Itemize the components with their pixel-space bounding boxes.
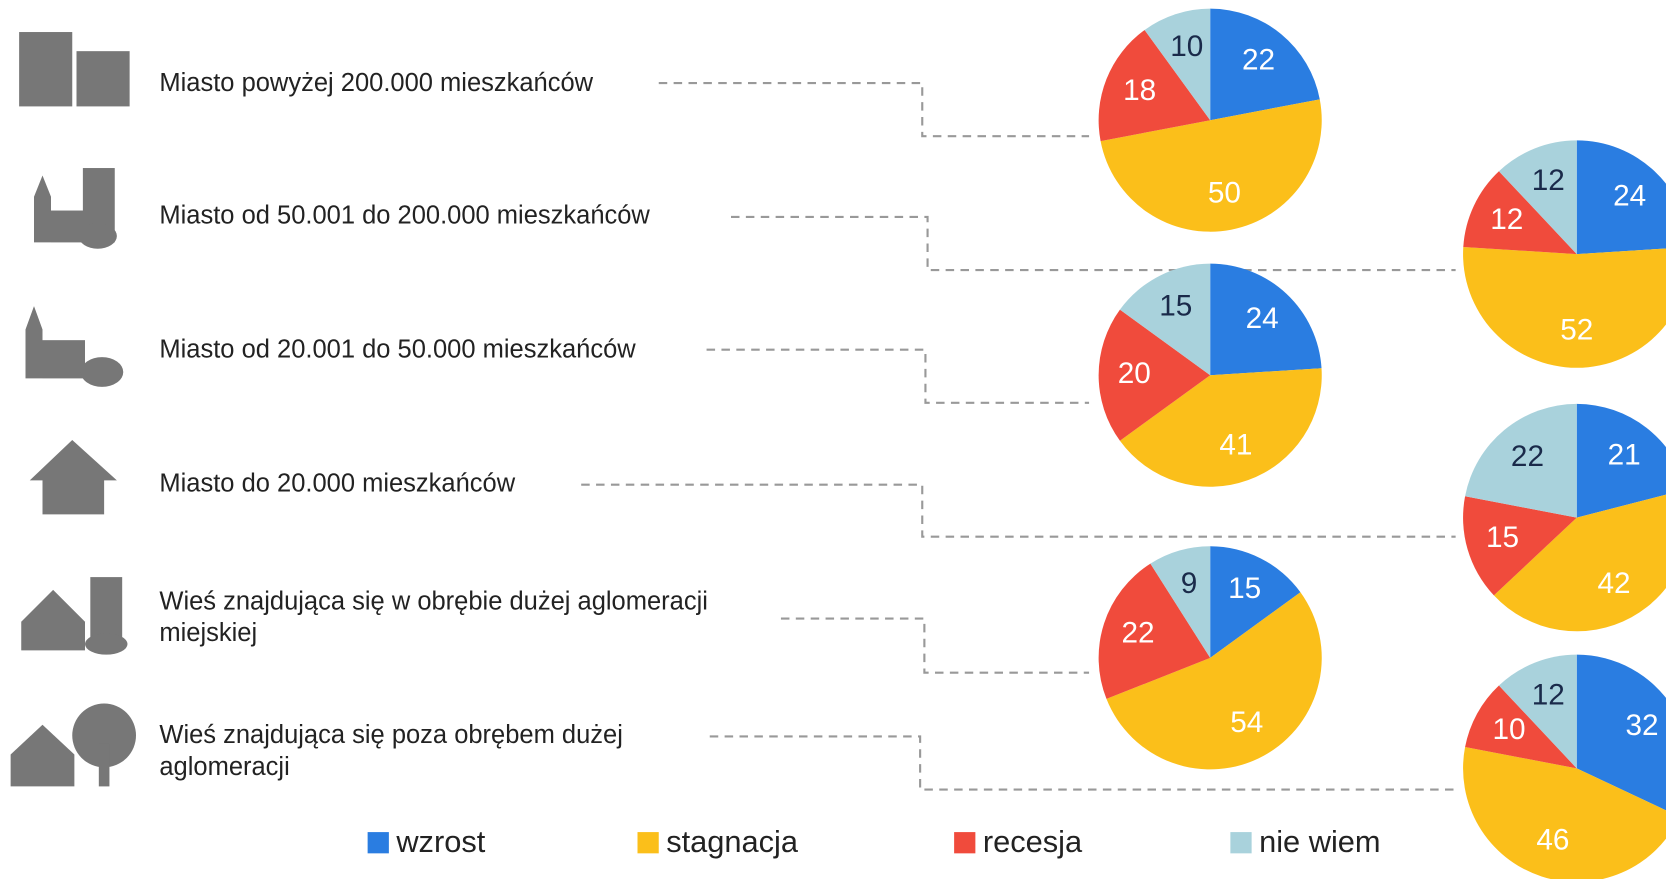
pie-value-label: 50 bbox=[1208, 177, 1241, 210]
pie-value-label: 9 bbox=[1181, 567, 1198, 600]
pie-value-label: 10 bbox=[1492, 713, 1525, 746]
pie-value-label: 32 bbox=[1625, 709, 1658, 742]
pie-value-label: 24 bbox=[1613, 180, 1646, 213]
pie-slice bbox=[1119, 368, 1322, 487]
connector bbox=[780, 617, 1090, 674]
pie-slice bbox=[1210, 263, 1322, 376]
icon-village-far bbox=[10, 703, 136, 787]
pie-value-label: 12 bbox=[1532, 164, 1565, 197]
legend-label: wzrost bbox=[395, 824, 485, 859]
connector bbox=[581, 483, 1456, 538]
pie-slice bbox=[1098, 309, 1211, 441]
connector bbox=[706, 348, 1090, 404]
pie-slice bbox=[1498, 654, 1577, 769]
pie-slice bbox=[1210, 8, 1320, 121]
row-label: aglomeracji bbox=[159, 753, 289, 781]
pie-slice bbox=[1576, 654, 1666, 811]
pie-slice bbox=[1463, 171, 1577, 255]
pie-slice bbox=[1144, 8, 1211, 121]
pie-slice bbox=[1150, 546, 1211, 658]
legend-swatch bbox=[954, 832, 976, 854]
pie-slice bbox=[1098, 29, 1211, 142]
pie-value-label: 41 bbox=[1219, 428, 1252, 461]
pie-value-label: 20 bbox=[1118, 357, 1151, 390]
pie-slice bbox=[1465, 685, 1577, 769]
legend-swatch bbox=[1230, 832, 1252, 854]
pie-value-label: 15 bbox=[1486, 521, 1519, 554]
pie-value-label: 42 bbox=[1597, 567, 1630, 600]
icon-city bbox=[19, 32, 130, 107]
row-label: Wieś znajdująca się w obrębie dużej aglo… bbox=[159, 587, 708, 615]
pie-slice bbox=[1100, 99, 1322, 232]
pie-value-label: 54 bbox=[1230, 706, 1263, 739]
legend-label: stagnacja bbox=[666, 824, 799, 859]
icons bbox=[10, 32, 136, 787]
pie-value-label: 18 bbox=[1123, 74, 1156, 107]
pie-slice bbox=[1498, 140, 1577, 255]
pie-value-label: 22 bbox=[1511, 440, 1544, 473]
connectors bbox=[581, 81, 1456, 791]
pie-value-label: 22 bbox=[1242, 44, 1275, 77]
pie-value-label: 15 bbox=[1228, 572, 1261, 605]
pie-value-label: 15 bbox=[1159, 289, 1192, 322]
pie-slice bbox=[1463, 246, 1666, 368]
legend-label: recesja bbox=[983, 824, 1083, 859]
pie-value-label: 22 bbox=[1121, 616, 1154, 649]
legend-label: nie wiem bbox=[1259, 824, 1381, 859]
row-label: Miasto od 50.001 do 200.000 mieszkańców bbox=[159, 202, 650, 230]
icon-village-near bbox=[21, 577, 128, 655]
pie-slice bbox=[1098, 563, 1211, 699]
legend-swatch bbox=[637, 832, 659, 854]
row-label: miejskiej bbox=[159, 619, 257, 647]
pie-value-label: 24 bbox=[1246, 302, 1279, 335]
row-label: Wieś znajdująca się poza obrębem dużej bbox=[159, 721, 623, 749]
pie-value-label: 12 bbox=[1532, 678, 1565, 711]
pie-slice bbox=[1576, 140, 1666, 255]
pie-value-label: 21 bbox=[1608, 438, 1641, 471]
pie-slice bbox=[1463, 747, 1666, 879]
row-label: Miasto do 20.000 mieszkańców bbox=[159, 469, 515, 497]
pie-slice bbox=[1119, 263, 1211, 376]
icon-house bbox=[29, 440, 117, 515]
connector bbox=[658, 81, 1090, 138]
connector bbox=[731, 215, 1456, 272]
pie-slice bbox=[1465, 403, 1577, 518]
pie-value-label: 46 bbox=[1536, 824, 1569, 857]
pie-value-label: 10 bbox=[1170, 30, 1203, 63]
row-label: Miasto powyżej 200.000 mieszkańców bbox=[159, 69, 593, 97]
pie-slice bbox=[1106, 592, 1322, 770]
pie-value-label: 52 bbox=[1560, 313, 1593, 346]
icon-town bbox=[34, 168, 117, 249]
pie-value-label: 12 bbox=[1490, 203, 1523, 236]
connector bbox=[709, 735, 1456, 791]
legend-swatch bbox=[367, 832, 389, 854]
row-label: Miasto od 20.001 do 50.000 mieszkańców bbox=[159, 336, 636, 364]
pie-slice bbox=[1210, 546, 1301, 658]
pie-slice bbox=[1493, 494, 1666, 632]
pie-slice bbox=[1576, 403, 1666, 518]
pie-slice bbox=[1463, 496, 1577, 596]
icon-small-town bbox=[25, 306, 124, 387]
